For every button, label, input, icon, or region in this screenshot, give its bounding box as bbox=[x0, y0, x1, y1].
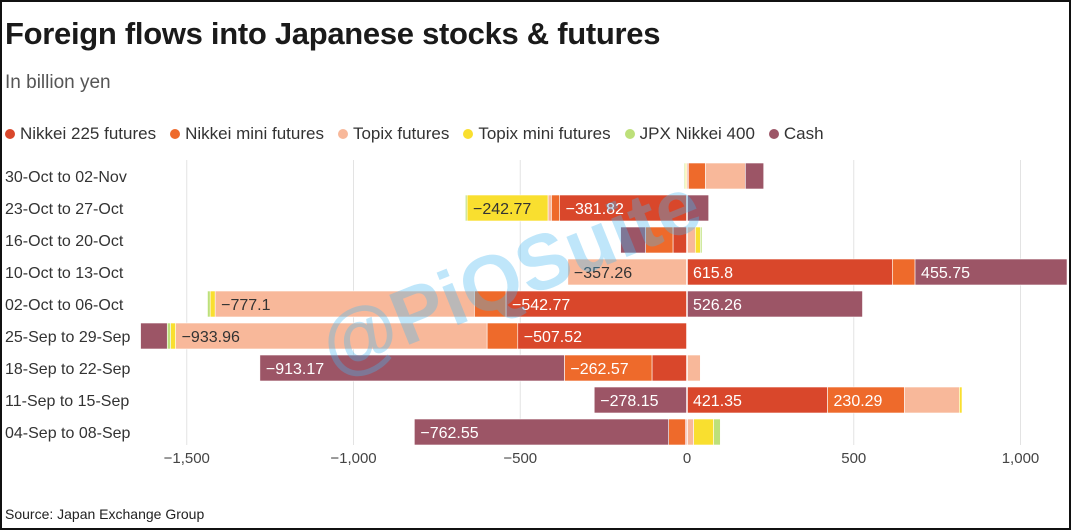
category-label: 04-Sep to 08-Sep bbox=[5, 425, 131, 442]
x-tick-label: −1,500 bbox=[164, 450, 210, 467]
legend-swatch bbox=[463, 129, 474, 139]
data-label: 455.75 bbox=[921, 265, 970, 282]
legend-item-jpx-nikkei-400: JPX Nikkei 400 bbox=[624, 124, 755, 144]
bar-jpx-nikkei-400 bbox=[684, 162, 686, 190]
legend-label: Cash bbox=[783, 124, 824, 143]
bar-nikkei-225-futures bbox=[686, 258, 893, 286]
x-tick-label: 1,000 bbox=[1002, 450, 1040, 467]
category-label: 02-Oct to 06-Oct bbox=[5, 297, 124, 314]
category-label: 16-Oct to 20-Oct bbox=[5, 233, 124, 250]
legend-label: Nikkei mini futures bbox=[185, 124, 324, 143]
bar-topix-futures bbox=[686, 418, 694, 446]
data-label: 615.8 bbox=[693, 265, 733, 282]
legend-item-nikkei-mini-futures: Nikkei mini futures bbox=[170, 124, 324, 144]
bar-jpx-nikkei-400 bbox=[166, 322, 171, 350]
bar-jpx-nikkei-400 bbox=[713, 418, 721, 446]
legend-swatch bbox=[5, 129, 15, 139]
legend-item-nikkei-225-futures: Nikkei 225 futures bbox=[5, 124, 156, 144]
bar-topix-futures bbox=[214, 290, 475, 318]
bar-topix-mini-futures bbox=[209, 290, 216, 318]
category-label: 18-Sep to 22-Sep bbox=[5, 361, 131, 378]
bar-topix-futures bbox=[705, 162, 746, 190]
bar-nikkei-mini-futures bbox=[892, 258, 916, 286]
bar-jpx-nikkei-400 bbox=[207, 290, 211, 318]
stacked-bar-chart: 30-Oct to 02-Nov 23-Oct to 27-Oct 16-Oct t… bbox=[5, 160, 1068, 467]
data-label: 421.35 bbox=[693, 393, 742, 410]
legend-label: JPX Nikkei 400 bbox=[639, 124, 755, 143]
bar-nikkei-225-futures bbox=[651, 354, 688, 382]
category-label: 10-Oct to 13-Oct bbox=[5, 265, 124, 282]
bar-topix-mini-futures bbox=[170, 322, 176, 350]
bar-nikkei-mini-futures bbox=[688, 162, 706, 190]
data-label: −278.15 bbox=[600, 393, 658, 410]
bar-nikkei-225-futures bbox=[686, 386, 828, 414]
x-tick-label: 500 bbox=[841, 450, 866, 467]
data-label: 526.26 bbox=[693, 297, 742, 314]
legend-swatch bbox=[337, 129, 348, 139]
bar-jpx-nikkei-400 bbox=[465, 194, 468, 222]
source-note: Source: Japan Exchange Group bbox=[5, 506, 205, 522]
bar-cash bbox=[593, 386, 688, 414]
data-label: −762.55 bbox=[420, 425, 478, 442]
legend-item-cash: Cash bbox=[768, 124, 824, 144]
chart-subtitle: In billion yen bbox=[5, 72, 111, 93]
legend-label: Nikkei 225 futures bbox=[20, 124, 157, 143]
bar-nikkei-225-futures bbox=[559, 194, 688, 222]
bar-topix-futures bbox=[686, 354, 701, 382]
x-tick-label: −1,000 bbox=[330, 450, 376, 467]
data-label: −262.57 bbox=[570, 361, 628, 378]
legend-item-topix-futures: Topix futures bbox=[337, 124, 450, 144]
data-label: 230.29 bbox=[834, 393, 883, 410]
bar-cash bbox=[414, 418, 669, 446]
legend: Nikkei 225 futures Nikkei mini futures Top… bbox=[5, 124, 824, 144]
x-tick-label: −500 bbox=[503, 450, 537, 467]
chart-title: Foreign flows into Japanese stocks & fut… bbox=[5, 16, 661, 51]
data-label: −542.77 bbox=[512, 297, 570, 314]
bar-topix-futures bbox=[175, 322, 488, 350]
data-label: −381.82 bbox=[566, 201, 624, 218]
legend-label: Topix mini futures bbox=[478, 124, 611, 143]
data-label: −357.26 bbox=[574, 265, 632, 282]
bar-topix-mini-futures bbox=[959, 386, 963, 414]
bar-nikkei-mini-futures bbox=[827, 386, 905, 414]
bar-topix-futures bbox=[567, 258, 688, 286]
bar-cash bbox=[745, 162, 765, 190]
legend-swatch bbox=[170, 129, 181, 139]
x-tick-label: 0 bbox=[683, 450, 691, 467]
bar-cash bbox=[686, 290, 863, 318]
bar-cash bbox=[620, 226, 646, 254]
bar-nikkei-mini-futures bbox=[668, 418, 686, 446]
data-label: −242.77 bbox=[473, 201, 531, 218]
category-label: 25-Sep to 29-Sep bbox=[5, 329, 131, 346]
bar-cash bbox=[140, 322, 168, 350]
data-label: −933.96 bbox=[182, 329, 240, 346]
data-label: −507.52 bbox=[524, 329, 582, 346]
bar-cash bbox=[259, 354, 565, 382]
data-label: −777.1 bbox=[221, 297, 270, 314]
bar-jpx-nikkei-400 bbox=[700, 226, 703, 254]
legend-swatch bbox=[624, 129, 635, 139]
bar-nikkei-225-futures bbox=[517, 322, 688, 350]
data-label: −913.17 bbox=[266, 361, 324, 378]
bar-nikkei-mini-futures bbox=[486, 322, 519, 350]
legend-swatch bbox=[768, 129, 779, 139]
category-label: 30-Oct to 02-Nov bbox=[5, 169, 127, 186]
legend-label: Topix futures bbox=[352, 124, 450, 143]
bar-cash bbox=[914, 258, 1068, 286]
bar-topix-futures bbox=[904, 386, 960, 414]
bar-nikkei-mini-futures bbox=[564, 354, 653, 382]
legend-item-topix-mini-futures: Topix mini futures bbox=[463, 124, 611, 144]
category-label: 11-Sep to 15-Sep bbox=[5, 393, 129, 410]
bar-nikkei-mini-futures bbox=[474, 290, 507, 318]
category-label: 23-Oct to 27-Oct bbox=[5, 201, 124, 218]
bar-topix-mini-futures bbox=[693, 418, 714, 446]
